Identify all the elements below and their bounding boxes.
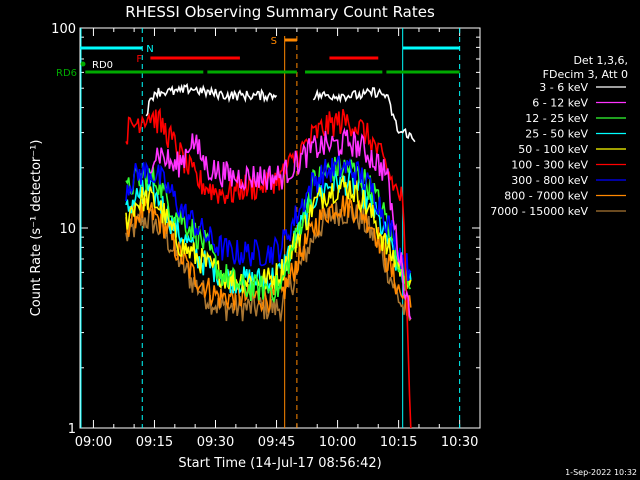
x-tick-label: 10:15 — [380, 435, 417, 450]
legend-label: 25 - 50 keV — [525, 128, 588, 141]
series-line — [125, 193, 412, 316]
legend-header-2: FDecim 3, Att 0 — [543, 68, 628, 81]
x-tick-label: 09:30 — [197, 435, 234, 450]
series-line — [149, 127, 412, 320]
legend-label: 300 - 800 keV — [511, 174, 588, 187]
x-tick-label: 09:00 — [75, 435, 112, 450]
plot-frame — [79, 27, 481, 429]
plot-area: 1 10 100 09:00 09:15 09:30 09:45 10:00 10:15 10:3… — [51, 22, 626, 450]
annotation-label-s: S — [271, 36, 277, 47]
timestamp: 1-Sep-2022 10:32 — [565, 468, 637, 477]
legend-label: 100 - 300 keV — [511, 159, 588, 172]
chart-title: RHESSI Observing Summary Count Rates — [125, 3, 435, 21]
series-line — [125, 155, 412, 282]
x-tick-label: 10:30 — [441, 435, 478, 450]
series-group — [80, 28, 461, 428]
legend-label: 6 - 12 keV — [532, 97, 588, 110]
y-tick-label: 100 — [51, 22, 76, 37]
series-line — [145, 82, 278, 117]
y-tick-label: 1 — [68, 422, 76, 437]
legend-label: 12 - 25 keV — [525, 112, 588, 125]
annotation-label-rd6: RD6 — [56, 68, 77, 79]
x-axis-label: Start Time (14-Jul-17 08:56:42) — [178, 456, 381, 471]
legend-label: 50 - 100 keV — [518, 143, 588, 156]
y-tick-label: 10 — [59, 222, 76, 237]
x-tick-label: 10:00 — [319, 435, 356, 450]
legend-label: 800 - 7000 keV — [504, 190, 588, 203]
legend-header-1: Det 1,3,6, — [573, 54, 628, 67]
annotation-label-rd0: RD0 — [92, 60, 113, 71]
annotation-label-n: N — [146, 44, 153, 55]
series-line — [312, 87, 416, 143]
annotation-label-f: F — [136, 54, 142, 65]
x-tick-label: 09:15 — [136, 435, 173, 450]
y-axis-label: Count Rate (s⁻¹ detector⁻¹) — [29, 140, 44, 317]
rd0-marker — [80, 61, 86, 67]
legend-label: 3 - 6 keV — [539, 81, 588, 94]
x-tick-label: 09:45 — [258, 435, 295, 450]
legend-label: 7000 - 15000 keV — [490, 205, 588, 218]
